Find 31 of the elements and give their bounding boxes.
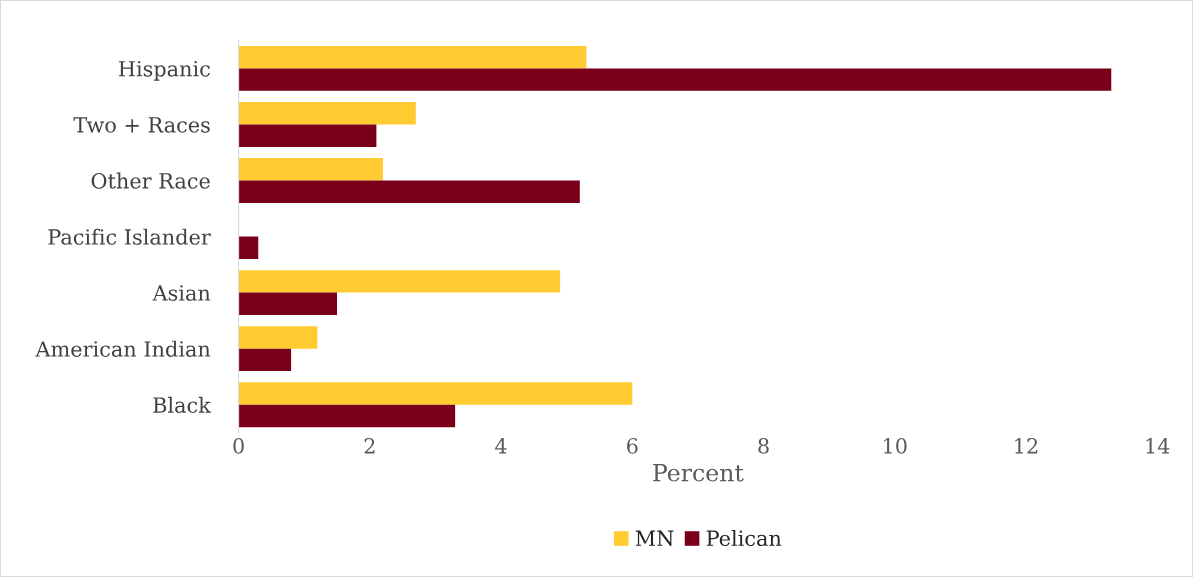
y-tick-label: Black xyxy=(153,396,211,413)
bar xyxy=(238,158,383,181)
x-axis-title: Percent xyxy=(653,464,744,482)
bar xyxy=(238,382,633,405)
x-tick-label: 12 xyxy=(1015,437,1038,454)
bar xyxy=(238,46,587,69)
y-tick-label: Asian xyxy=(152,285,211,301)
y-tick-label: Pacific Islander xyxy=(48,228,211,245)
legend-label: Pelican xyxy=(706,529,782,547)
bar xyxy=(238,348,292,372)
bar xyxy=(238,236,259,259)
x-tick-label: 4 xyxy=(495,437,507,454)
bar xyxy=(238,124,377,147)
bar xyxy=(238,326,318,349)
bar xyxy=(238,180,580,203)
x-tick-label: 14 xyxy=(1146,437,1170,454)
bar xyxy=(238,68,1112,91)
y-tick-label: Two + Races xyxy=(73,117,210,133)
bar xyxy=(238,292,338,316)
x-tick-label: 8 xyxy=(758,437,769,454)
y-tick-label: Hispanic xyxy=(118,61,210,81)
y-tick-label: Other Race xyxy=(91,172,210,189)
x-tick-label: 2 xyxy=(364,437,375,454)
x-tick-label: 6 xyxy=(627,437,638,454)
x-tick-label: 0 xyxy=(233,437,244,454)
x-tick-label: 10 xyxy=(884,437,907,454)
bar xyxy=(238,270,561,293)
bar xyxy=(238,404,456,428)
legend-label: MN xyxy=(635,530,674,547)
y-tick-label: American Indian xyxy=(35,340,211,357)
bar xyxy=(238,102,416,125)
